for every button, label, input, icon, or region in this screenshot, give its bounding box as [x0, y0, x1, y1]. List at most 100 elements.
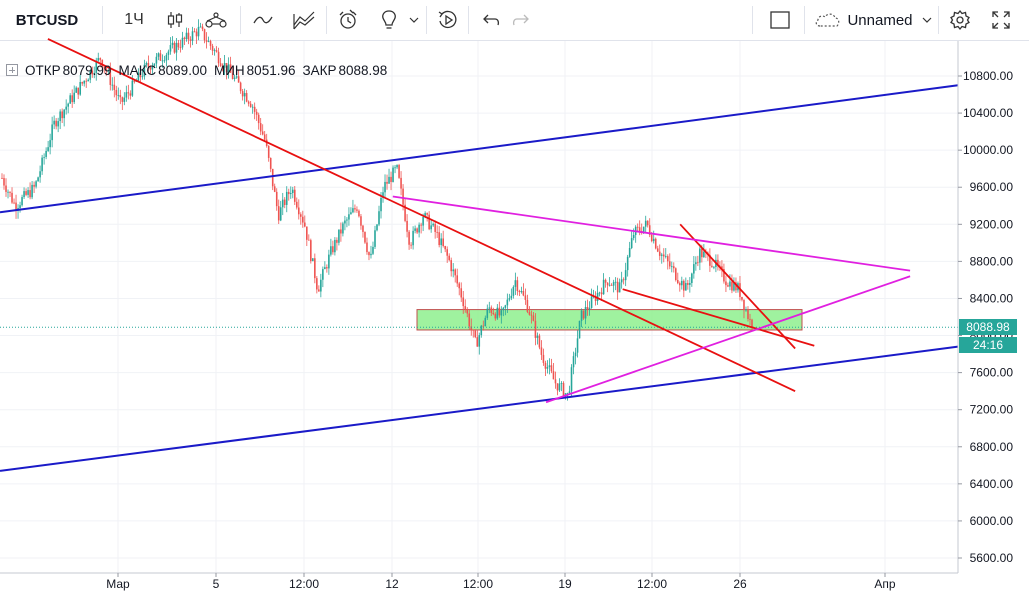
candle-body: [356, 209, 358, 211]
candle-body: [600, 292, 603, 295]
candle-body: [508, 298, 511, 300]
candle-body: [241, 91, 244, 97]
candle-body: [703, 251, 705, 258]
toolbar-divider: [804, 6, 805, 34]
undo-icon[interactable]: [476, 0, 506, 40]
toolbar-divider: [426, 6, 427, 34]
candle-body: [161, 60, 164, 62]
candle-body: [229, 64, 232, 73]
time-axis[interactable]: Мар 5 12:00 12 12:00 19 12:00 26 Апр: [106, 573, 896, 591]
support-zone[interactable]: [416, 309, 803, 331]
candle-body: [99, 58, 102, 60]
candle-body: [687, 283, 689, 285]
redo-icon[interactable]: [506, 0, 536, 40]
ideas-icon[interactable]: [374, 0, 404, 40]
blue-trend-line[interactable]: [0, 345, 959, 472]
candle-body: [436, 231, 438, 233]
open-value: 8079.99: [62, 62, 112, 78]
red-trend-line[interactable]: [622, 288, 815, 347]
candle-body: [618, 282, 621, 293]
candle-body: [542, 354, 545, 363]
candle-body: [456, 275, 459, 284]
candle-body: [679, 283, 681, 286]
red-trend-line[interactable]: [47, 38, 796, 392]
collapse-icon[interactable]: [6, 64, 18, 76]
candle-body: [49, 140, 51, 148]
candle-body: [63, 109, 65, 119]
magenta-trend-line[interactable]: [392, 195, 911, 272]
candle-body: [364, 231, 366, 243]
candles-icon[interactable]: [160, 0, 190, 40]
interval-selector[interactable]: 1Ч: [124, 11, 144, 28]
candle-body: [751, 319, 753, 328]
candle-body: [444, 246, 446, 250]
candle-body: [534, 320, 537, 338]
candle-body: [580, 310, 583, 321]
price-axis[interactable]: 10800.00 10400.00 10000.00 9600.00 9200.00 88…: [958, 69, 1013, 565]
high-value: 8089.00: [158, 62, 207, 78]
price-tick-label: 7600.00: [970, 366, 1014, 380]
candle-body: [223, 62, 226, 68]
candle-body: [271, 168, 274, 187]
candle-body: [670, 266, 673, 268]
candle-body: [382, 192, 384, 198]
candle-body: [209, 41, 212, 46]
candle-body: [498, 307, 501, 316]
time-tick-label: 12:00: [637, 577, 667, 591]
fullscreen-icon[interactable]: [984, 0, 1018, 40]
toolbar-divider: [468, 6, 469, 34]
candle-body: [506, 299, 509, 306]
price-tick-label: 8800.00: [970, 254, 1014, 268]
candle-body: [390, 176, 392, 182]
blue-trend-line[interactable]: [0, 84, 959, 214]
settings-icon[interactable]: [944, 0, 976, 40]
templates-icon[interactable]: [288, 0, 322, 40]
candle-body: [476, 337, 479, 347]
candle-body: [151, 65, 154, 70]
chevron-down-icon[interactable]: [404, 0, 424, 40]
candle-body: [289, 192, 292, 195]
replay-icon[interactable]: [432, 0, 464, 40]
candle-body: [39, 171, 41, 178]
candle-body: [197, 26, 200, 37]
candle-body: [91, 70, 94, 75]
price-tick-label: 6000.00: [970, 514, 1014, 528]
candle-body: [644, 220, 647, 227]
candle-body: [743, 299, 745, 311]
candle-body: [55, 120, 57, 127]
candle-body: [693, 264, 695, 274]
candle-body: [648, 225, 651, 235]
candle-body: [598, 292, 601, 294]
candle-body: [277, 206, 280, 221]
compare-icon[interactable]: [198, 0, 234, 40]
magenta-trend-line[interactable]: [545, 275, 911, 404]
indicators-icon[interactable]: [248, 0, 278, 40]
candle-body: [310, 240, 312, 262]
candle-body: [207, 41, 210, 42]
candle-body: [330, 246, 332, 255]
symbol-search[interactable]: BTCUSD: [15, 11, 79, 29]
candle-body: [71, 95, 73, 103]
drawings[interactable]: [0, 38, 959, 472]
candle-body: [111, 84, 114, 86]
candle-body: [129, 93, 132, 96]
alert-icon[interactable]: [332, 0, 364, 40]
candle-body: [13, 202, 15, 204]
candle-body: [697, 262, 699, 264]
candle-body: [326, 267, 328, 269]
layout-name[interactable]: Unnamed: [847, 11, 913, 29]
candle-body: [616, 281, 619, 293]
price-tick-label: 8400.00: [970, 291, 1014, 305]
red-trend-line[interactable]: [679, 223, 796, 350]
candle-body: [117, 95, 120, 96]
chevron-down-icon[interactable]: [918, 0, 936, 40]
candle-body: [370, 253, 372, 256]
candle-body: [342, 223, 344, 234]
candle-body: [3, 178, 5, 186]
square-icon[interactable]: [762, 0, 798, 40]
toolbar-divider: [326, 6, 327, 34]
plot-area[interactable]: [0, 41, 958, 573]
candle-body: [283, 199, 286, 205]
candle-body: [225, 62, 228, 73]
